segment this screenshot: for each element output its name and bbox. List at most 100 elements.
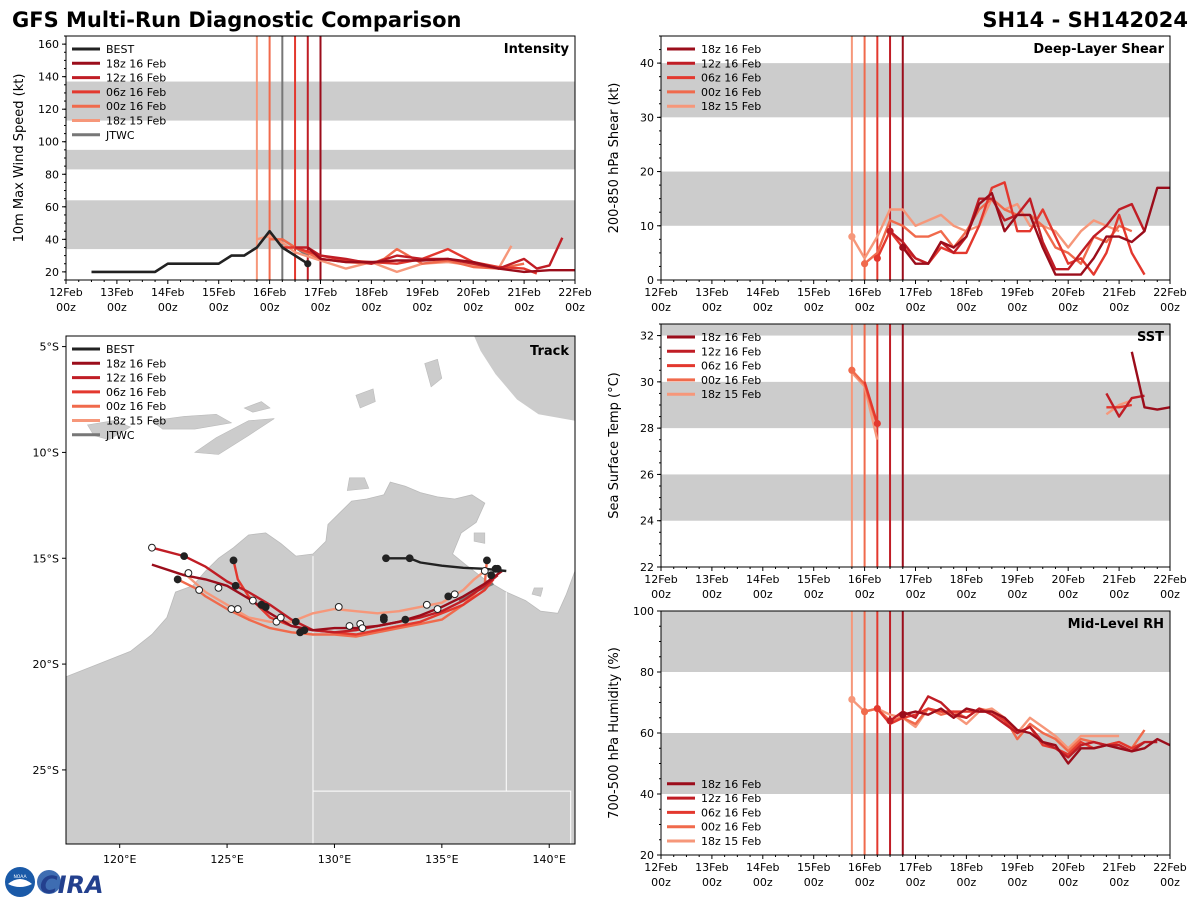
shear-panel: 0 10 20 30 40 12Feb 00z 13Feb 00z 14Feb 00z 15Feb 00… [607, 35, 1187, 314]
legend-entry-18z-15-feb: 18z 15 Feb [701, 100, 761, 113]
x-tick-label: 125°E [210, 853, 243, 866]
y-tick-label: 32 [640, 330, 654, 343]
x-tick-label: 17Feb [899, 861, 932, 874]
y-tick-label: 20°S [33, 658, 59, 671]
x-tick-label: 22Feb [1153, 573, 1186, 586]
legend-entry-18z-16-feb: 18z 16 Feb [106, 57, 166, 70]
x-tick-label: 140°E [533, 853, 566, 866]
y-tick-label: 40 [640, 57, 654, 70]
x-tick-label: 00z [906, 588, 926, 601]
x-tick-label: 135°E [425, 853, 458, 866]
x-tick-label: 13Feb [695, 573, 728, 586]
x-tick-label: 00z [702, 301, 722, 314]
x-tick-label: 18Feb [355, 286, 388, 299]
x-tick-label: 12Feb [644, 286, 677, 299]
x-tick-label: 00z [56, 301, 76, 314]
series-line-18z-16-feb [306, 246, 575, 274]
shaded-band [661, 381, 1170, 429]
y-tick-label: 40 [45, 233, 59, 246]
x-tick-label: 14Feb [746, 286, 779, 299]
island [194, 418, 275, 455]
x-tick-label: 22Feb [1153, 861, 1186, 874]
x-tick-label: 19Feb [406, 286, 439, 299]
legend-entry-06z-16-feb: 06z 16 Feb [106, 386, 166, 399]
legend-entry-00z-16-feb: 00z 16 Feb [701, 86, 761, 99]
y-tick-label: 24 [640, 515, 654, 528]
x-tick-label: 00z [651, 876, 671, 889]
x-tick-label: 00z [957, 876, 977, 889]
rh-panel: 20 40 60 80 100 12Feb 00z 13Feb 00z 14Feb 00z 15Feb… [607, 605, 1187, 889]
track-position-marker [422, 600, 431, 609]
y-tick-label: 25°S [33, 764, 59, 777]
y-tick-label: 30 [640, 111, 654, 124]
y-tick-label: 30 [640, 376, 654, 389]
shaded-band [661, 63, 1170, 118]
track-position-marker [379, 615, 388, 624]
y-tick-label: 20 [640, 849, 654, 862]
legend-entry-12z-16-feb: 12z 16 Feb [106, 72, 166, 85]
island [531, 587, 544, 597]
track-position-marker [345, 622, 354, 630]
x-tick-label: 21Feb [1102, 573, 1135, 586]
y-tick-label: 140 [38, 71, 59, 84]
x-tick-label: 20Feb [1051, 861, 1084, 874]
island [355, 388, 376, 409]
y-axis-label: 200-850 hPa Shear (kt) [607, 83, 622, 234]
series-end-marker-06z-16-feb [873, 419, 881, 428]
series-start-marker-12z-16-feb [886, 227, 894, 235]
track-position-marker [248, 596, 257, 605]
sst-panel: 22 24 26 28 30 32 12Feb 00z 13Feb 00z 14Feb 00z 15Fe… [607, 323, 1187, 601]
storm-id: SH14 - SH142024 [982, 8, 1188, 32]
y-tick-label: 22 [640, 561, 654, 574]
x-tick-label: 16Feb [253, 286, 286, 299]
x-tick-label: 00z [260, 301, 280, 314]
x-tick-label: 13Feb [695, 861, 728, 874]
x-tick-label: 16Feb [848, 861, 881, 874]
track-position-marker [483, 556, 491, 565]
legend-entry-12z-16-feb: 12z 16 Feb [701, 345, 761, 358]
panel-title: Track [530, 344, 569, 359]
x-tick-label: 16Feb [848, 573, 881, 586]
plot-area [661, 611, 1170, 855]
legend-entry-12z-16-feb: 12z 16 Feb [701, 57, 761, 70]
x-tick-label: 17Feb [899, 573, 932, 586]
state-border [506, 790, 572, 844]
x-tick-label: 20Feb [1051, 286, 1084, 299]
x-tick-label: 00z [651, 301, 671, 314]
x-tick-label: 14Feb [151, 286, 184, 299]
x-tick-label: 00z [651, 588, 671, 601]
track-position-marker [276, 613, 285, 622]
y-tick-label: 28 [640, 422, 654, 435]
x-tick-label: 15Feb [797, 573, 830, 586]
y-tick-label: 15°S [33, 552, 59, 565]
x-tick-label: 00z [1109, 301, 1129, 314]
y-tick-label: 80 [640, 666, 654, 679]
x-tick-label: 18Feb [950, 573, 983, 586]
x-tick-label: 00z [753, 588, 773, 601]
track-position-marker [487, 571, 496, 580]
y-tick-label: 26 [640, 468, 654, 481]
shaded-band [661, 171, 1170, 226]
y-tick-label: 20 [45, 266, 59, 279]
x-tick-label: 00z [753, 301, 773, 314]
track-position-marker [358, 624, 367, 632]
y-tick-label: 0 [647, 274, 654, 287]
panel-title: SST [1137, 330, 1164, 345]
x-tick-label: 120°E [103, 853, 136, 866]
track-position-marker [450, 590, 459, 599]
x-tick-label: 17Feb [899, 286, 932, 299]
legend-entry-00z-16-feb: 00z 16 Feb [701, 374, 761, 387]
globe-icon [37, 870, 61, 894]
track-position-marker [480, 567, 489, 575]
series-line-00z-16-feb [863, 197, 1133, 265]
series-line-12z-16-feb [1105, 392, 1145, 418]
y-tick-label: 10°S [33, 446, 59, 459]
x-tick-label: 13Feb [695, 286, 728, 299]
track-position-marker [493, 564, 502, 573]
x-tick-label: 00z [1109, 588, 1129, 601]
x-tick-label: 18Feb [950, 286, 983, 299]
legend-entry-jtwc: JTWC [105, 129, 135, 142]
series-start-marker-12z-16-feb [886, 717, 894, 725]
track-position-marker [261, 603, 270, 611]
x-tick-label: 00z [463, 301, 483, 314]
